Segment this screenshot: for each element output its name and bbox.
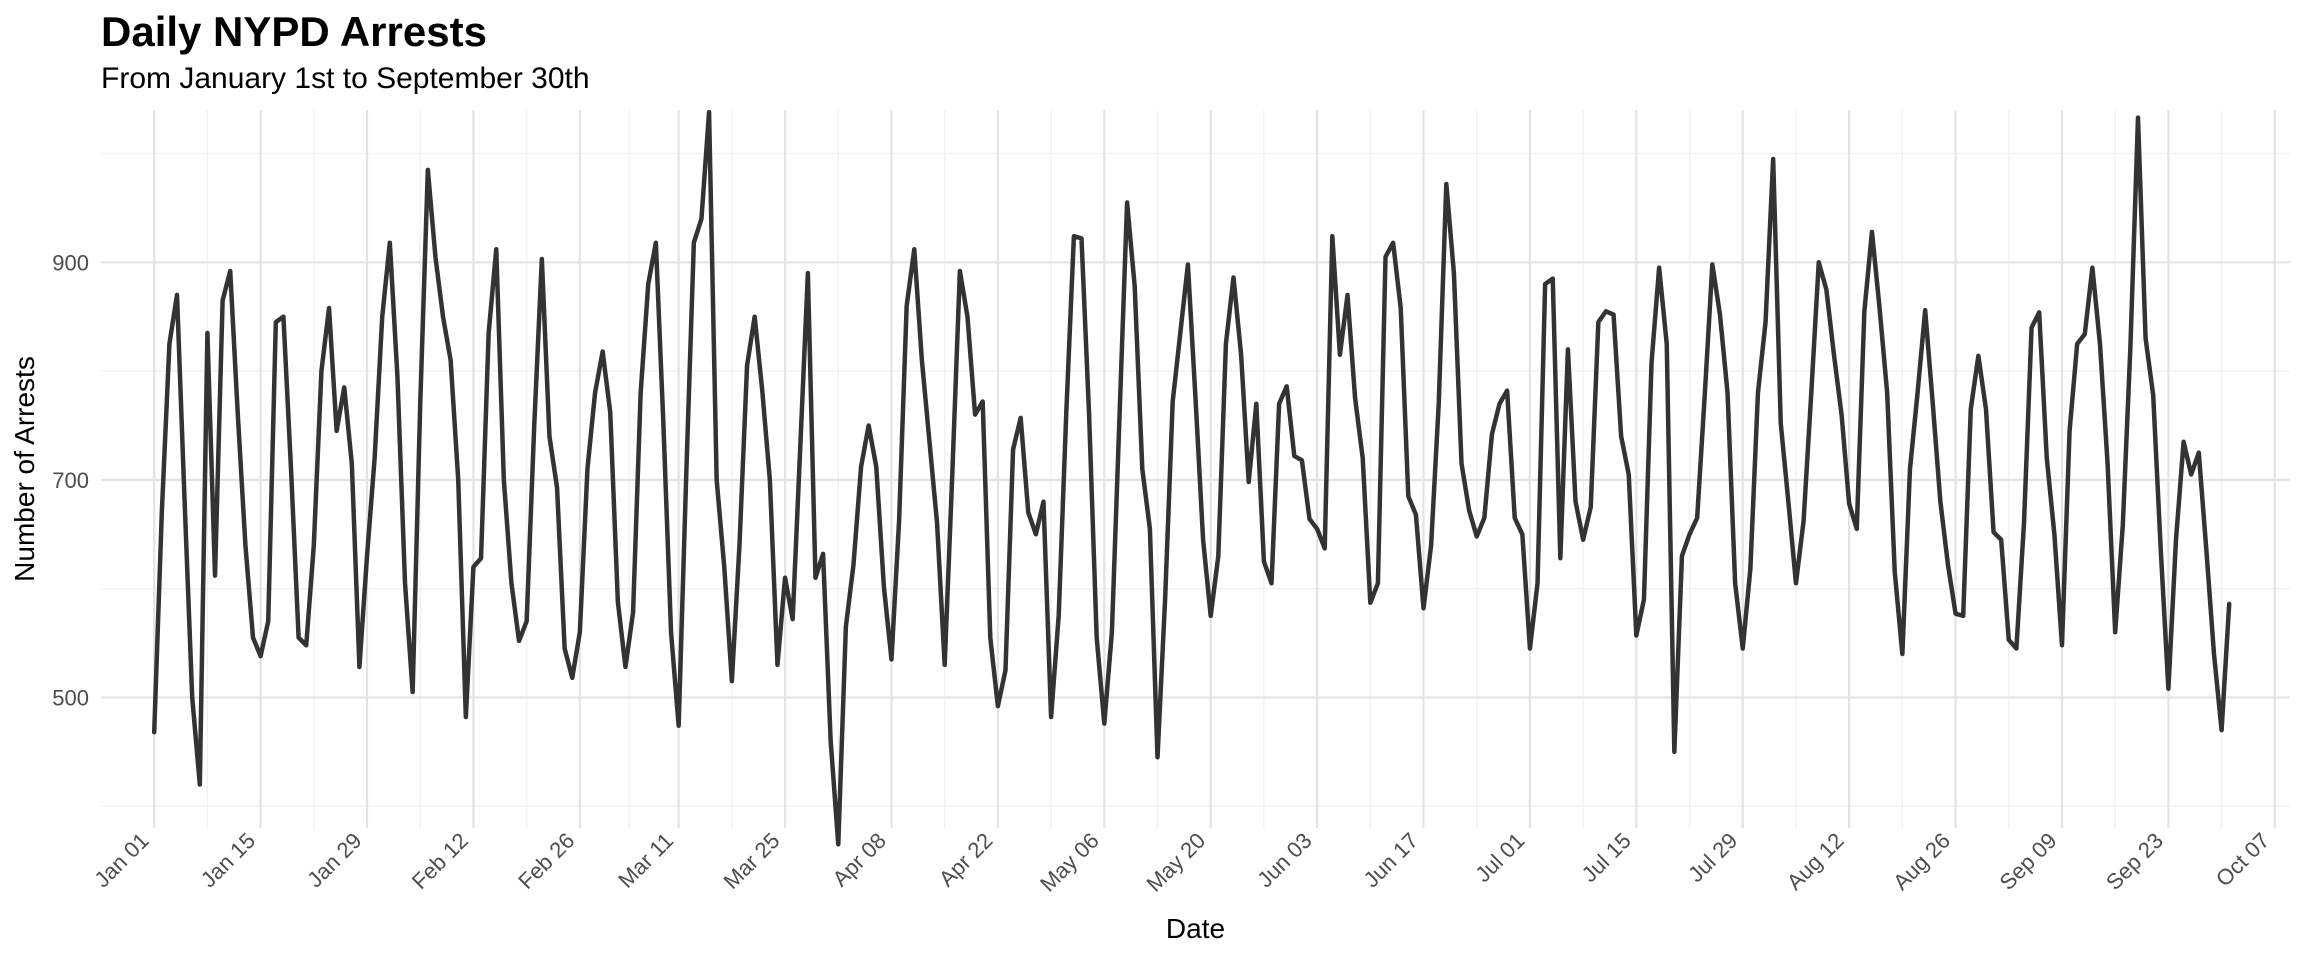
x-tick-label: Feb 26 [513,828,579,894]
x-tick-label: Jan 01 [89,828,153,892]
chart-subtitle: From January 1st to September 30th [101,62,590,95]
y-tick-label: 500 [52,685,89,710]
y-axis-ticks: 500 700 900 [52,250,89,710]
x-tick-label: Aug 12 [1782,828,1849,895]
x-tick-label: May 20 [1142,828,1211,897]
x-tick-label: Jun 17 [1359,828,1423,892]
chart-title: Daily NYPD Arrests [101,8,487,55]
x-tick-label: Jan 29 [302,828,366,892]
x-tick-label: Oct 07 [2211,828,2275,892]
x-tick-label: Sep 09 [1995,828,2062,895]
x-tick-label: Feb 12 [407,828,473,894]
y-tick-label: 700 [52,468,89,493]
y-axis-title: Number of Arrests [9,356,40,582]
x-axis-ticks: Jan 01 Jan 15 Jan 29 Feb 12 Feb 26 Mar 11 Mar … [89,828,2274,897]
x-tick-label: Jan 15 [196,828,260,892]
minor-gridlines [101,110,2290,828]
x-tick-label: Apr 22 [934,828,998,892]
x-tick-label: Jun 03 [1252,828,1316,892]
x-tick-label: Mar 25 [718,828,784,894]
y-tick-label: 900 [52,250,89,275]
x-axis-title: Date [1166,913,1225,944]
x-tick-label: Jul 01 [1470,828,1529,887]
x-tick-label: Jul 29 [1683,828,1742,887]
x-tick-label: May 06 [1035,828,1104,897]
major-gridlines [101,110,2290,828]
x-tick-label: Mar 11 [613,828,678,893]
x-tick-label: Sep 23 [2101,828,2168,895]
series-line [151,109,2232,847]
x-tick-label: Jul 15 [1577,828,1636,887]
x-tick-label: Aug 26 [1888,828,1955,895]
